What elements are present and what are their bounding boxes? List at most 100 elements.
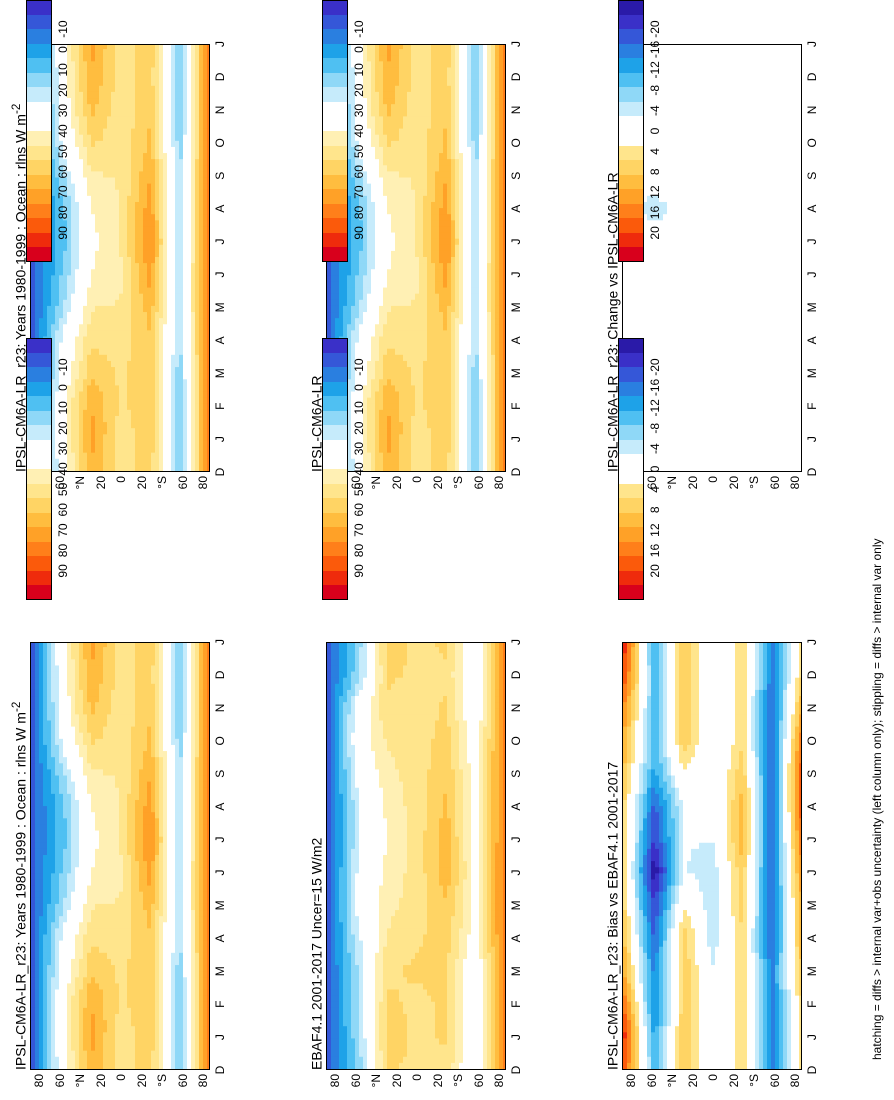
heatmap-cell: [183, 677, 188, 684]
heatmap-cell: [83, 1056, 88, 1063]
heatmap-cell: [63, 44, 68, 50]
heatmap-cell: [111, 707, 116, 715]
heatmap-cell: [51, 213, 56, 221]
heatmap-cell: [71, 670, 76, 678]
heatmap-cell: [115, 189, 120, 196]
heatmap-cell: [147, 952, 152, 959]
heatmap-cell: [187, 756, 192, 764]
heatmap-cell: [195, 1050, 200, 1057]
heatmap-cell: [135, 799, 140, 807]
heatmap-cell: [75, 946, 80, 953]
heatmap-cell: [203, 787, 208, 794]
heatmap-cell: [51, 933, 56, 941]
heatmap-cell: [119, 134, 124, 141]
heatmap-cell: [111, 183, 116, 190]
heatmap-cell: [95, 115, 100, 123]
heatmap-cell: [103, 286, 108, 294]
heatmap-cell: [63, 72, 68, 80]
heatmap-cell: [87, 274, 92, 282]
heatmap-cell: [95, 158, 100, 166]
heatmap-cell: [67, 189, 72, 196]
heatmap-cell: [67, 976, 72, 984]
heatmap-cell: [175, 842, 180, 849]
heatmap-cell: [115, 799, 120, 807]
heatmap-cell: [31, 701, 36, 709]
heatmap-cell: [191, 933, 196, 941]
heatmap-cell: [115, 774, 120, 782]
heatmap-cell: [131, 335, 136, 343]
heatmap-cell: [175, 750, 180, 758]
heatmap-cell: [115, 823, 120, 831]
heatmap-cell: [99, 390, 104, 398]
heatmap-cell: [107, 115, 112, 123]
heatmap-cell: [139, 1019, 144, 1027]
heatmap-cell: [63, 842, 68, 849]
heatmap-cell: [159, 891, 164, 898]
heatmap-cell: [83, 909, 88, 917]
heatmap-cell: [127, 280, 132, 288]
heatmap-cell: [175, 1025, 180, 1033]
heatmap-cell: [51, 164, 56, 172]
heatmap-cell: [147, 750, 152, 758]
heatmap-cell: [111, 878, 116, 886]
heatmap-cell: [115, 848, 120, 855]
heatmap-cell: [91, 744, 96, 752]
heatmap-cell: [159, 677, 164, 684]
heatmap-cell: [151, 811, 156, 819]
heatmap-cell: [139, 921, 144, 929]
heatmap-cell: [83, 91, 88, 99]
heatmap-cell: [63, 664, 68, 672]
heatmap-cell: [39, 646, 44, 654]
heatmap-cell: [123, 158, 128, 166]
heatmap-cell: [95, 274, 100, 282]
heatmap-cell: [99, 329, 104, 337]
heatmap-cell: [99, 872, 104, 880]
heatmap-cell: [39, 274, 44, 282]
heatmap-cell: [59, 988, 64, 996]
heatmap-cell: [187, 842, 192, 849]
heatmap-cell: [175, 933, 180, 941]
heatmap-cell: [151, 689, 156, 697]
heatmap-cell: [159, 1056, 164, 1063]
heatmap-cell: [55, 915, 60, 923]
heatmap-cell: [59, 884, 64, 892]
heatmap-cell: [127, 689, 132, 697]
heatmap-cell: [71, 403, 76, 410]
heatmap-cell: [175, 1013, 180, 1021]
heatmap-cell: [115, 91, 120, 99]
heatmap-cell: [67, 903, 72, 911]
heatmap-cell: [103, 207, 108, 215]
heatmap-cell: [91, 958, 96, 966]
heatmap-cell: [111, 976, 116, 984]
heatmap-cell: [79, 250, 84, 257]
heatmap-cell: [159, 884, 164, 892]
heatmap-cell: [135, 946, 140, 953]
heatmap-cell: [127, 836, 132, 843]
heatmap-cell: [199, 701, 204, 709]
heatmap-cell: [107, 1037, 112, 1045]
heatmap-cell: [191, 866, 196, 874]
heatmap-cell: [111, 311, 116, 319]
heatmap-cell: [67, 354, 72, 361]
heatmap-cell: [79, 872, 84, 880]
heatmap-cell: [147, 670, 152, 678]
heatmap-cell: [79, 445, 84, 453]
heatmap-cell: [175, 689, 180, 697]
heatmap-cell: [163, 642, 168, 648]
heatmap-cell: [67, 768, 72, 776]
heatmap-cell: [123, 787, 128, 794]
heatmap-cell: [31, 1050, 36, 1057]
heatmap-cell: [119, 842, 124, 849]
heatmap-cell: [83, 433, 88, 441]
heatmap-cell: [147, 939, 152, 947]
heatmap-cell: [191, 811, 196, 819]
heatmap-cell: [79, 72, 84, 80]
heatmap-cell: [167, 1050, 172, 1057]
heatmap-cell: [171, 1043, 176, 1051]
heatmap-cell: [147, 1001, 152, 1008]
heatmap-cell: [111, 85, 116, 92]
heatmap-cell: [43, 860, 48, 868]
heatmap-cell: [203, 1001, 208, 1008]
heatmap-cell: [67, 79, 72, 86]
heatmap-cell: [59, 409, 64, 416]
